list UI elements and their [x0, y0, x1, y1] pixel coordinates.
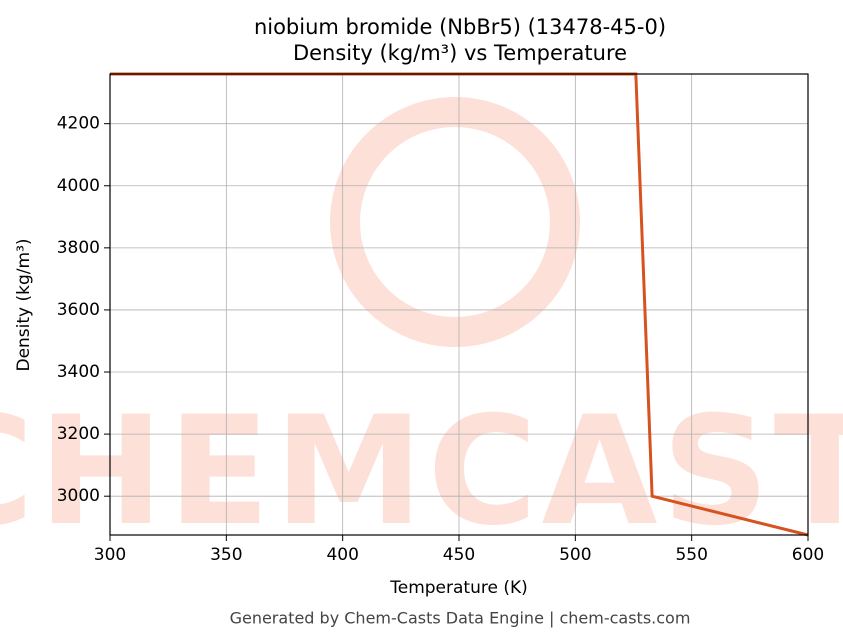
chart-title: niobium bromide (NbBr5) (13478-45-0) [254, 15, 666, 39]
x-tick-label: 600 [792, 545, 824, 565]
chart-subtitle: Density (kg/m³) vs Temperature [293, 41, 627, 65]
y-tick-label: 4000 [57, 176, 100, 196]
y-tick-label: 4200 [57, 114, 100, 134]
y-axis-label: Density (kg/m³) [14, 238, 34, 371]
footer: Generated by Chem-Casts Data Engine | ch… [230, 609, 691, 628]
plot-frame [109, 73, 809, 536]
x-tick-label: 300 [94, 545, 126, 565]
x-tick-label: 350 [210, 545, 242, 565]
x-tick-label: 500 [559, 545, 591, 565]
y-tick-label: 3200 [57, 424, 100, 444]
y-tick-label: 3600 [57, 300, 100, 320]
y-tick-label: 3400 [57, 362, 100, 382]
y-tick-label: 3000 [57, 486, 100, 506]
x-tick-label: 400 [326, 545, 358, 565]
x-tick-label: 450 [443, 545, 475, 565]
y-tick-label: 3800 [57, 238, 100, 258]
watermark: CHEMCASTS [0, 385, 843, 559]
watermark-logo [330, 97, 580, 347]
x-axis-label: Temperature (K) [389, 578, 528, 598]
x-tick-label: 550 [675, 545, 707, 565]
